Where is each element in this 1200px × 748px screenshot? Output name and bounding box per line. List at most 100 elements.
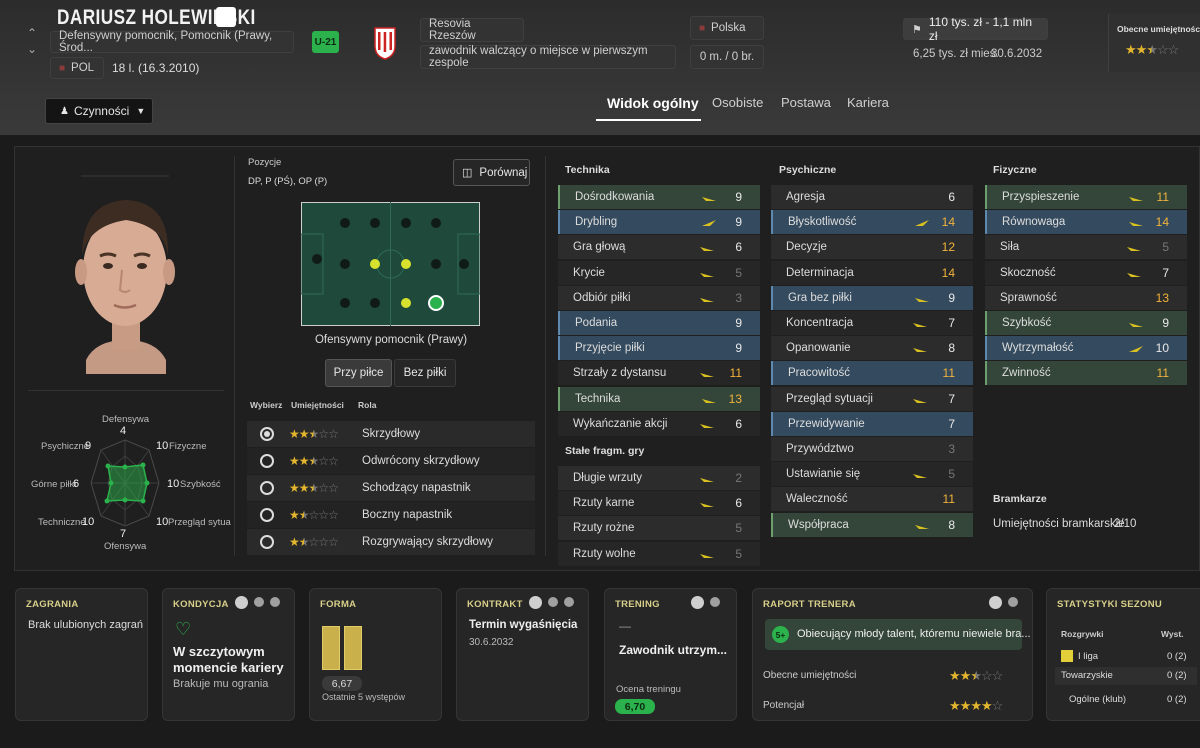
radar-value-attack: 7 (120, 528, 127, 540)
attribute-row[interactable]: Pracowitość 11 (771, 361, 973, 386)
toggle-in-possession[interactable]: Przy piłce (325, 359, 392, 387)
attribute-name: Długie wrzuty (573, 472, 643, 484)
attribute-row[interactable]: Strzały z dystansu 11 (558, 361, 760, 386)
attribute-row[interactable]: Determinacja 14 (771, 260, 973, 285)
toggle-out-possession[interactable]: Bez piłki (394, 359, 456, 387)
chevron-down-icon: ▼ (136, 106, 146, 116)
card-season-stats[interactable]: STATYSTYKI SEZONU Rozgrywki Wyst. I liga… (1046, 588, 1200, 721)
transfer-value[interactable]: ⚑ 110 tys. zł - 1,1 mln zł (903, 15, 1048, 43)
compare-label: Porównaj (479, 166, 528, 179)
attribute-row[interactable]: Opanowanie 8 (771, 336, 973, 361)
attribute-row[interactable]: Rzuty rożne 5 (558, 516, 760, 541)
attribute-row[interactable]: Rzuty wolne 5 (558, 541, 760, 566)
no-moves-text: Brak ulubionych zagrań (28, 619, 143, 631)
attribute-row[interactable]: Dośrodkowania 9 (558, 185, 760, 209)
attribute-row[interactable]: Drybling 9 (558, 210, 760, 235)
contract-label: Termin wygaśnięcia (469, 619, 578, 631)
stats-row-name[interactable]: Towarzyskie (1061, 670, 1113, 681)
attribute-row[interactable]: Odbiór piłki 3 (558, 285, 760, 310)
role-radio[interactable] (260, 427, 274, 441)
attribute-row[interactable]: Gra głową 6 (558, 235, 760, 260)
attribute-value: 14 (941, 265, 955, 280)
attribute-row[interactable]: Gra bez piłki 9 (771, 285, 973, 310)
role-row[interactable]: ★★☆☆☆ Boczny napastnik (247, 502, 535, 528)
role-radio[interactable] (260, 535, 274, 549)
attribute-row[interactable]: Przyspieszenie 11 (985, 185, 1187, 209)
attribute-row[interactable]: Agresja 6 (771, 185, 973, 209)
previous-player-arrow-icon[interactable]: ⌃ (27, 26, 38, 40)
attribute-row[interactable]: Waleczność 11 (771, 487, 973, 512)
club-name-link[interactable]: Resovia Rzeszów (420, 18, 524, 42)
attribute-row[interactable]: Technika 13 (558, 386, 760, 411)
wage: 6,25 tys. zł mies. (913, 48, 999, 60)
attribute-row[interactable]: Podania 9 (558, 311, 760, 335)
attribute-row[interactable]: Równowaga 14 (985, 210, 1187, 235)
shirt-icon: ■ (59, 62, 66, 74)
caps-text: 0 m. / 0 br. (699, 51, 755, 63)
attribute-row[interactable]: Siła 5 (985, 235, 1187, 260)
attribute-row[interactable]: Koncentracja 7 (771, 311, 973, 335)
attribute-value: 11 (729, 366, 742, 381)
pager-dots[interactable] (989, 596, 1018, 609)
attribute-value: 7 (948, 416, 955, 431)
actions-button[interactable]: ♟ Czynności ▼ (45, 98, 153, 124)
attribute-row[interactable]: Sprawność 13 (985, 285, 1187, 310)
attribute-row[interactable]: Zwinność 11 (985, 361, 1187, 386)
card-contract[interactable]: KONTRAKT Termin wygaśnięcia 30.6.2032 (456, 588, 589, 721)
positions-value: DP, P (PŚ), OP (P) (248, 176, 328, 187)
card-preferred-moves[interactable]: ZAGRANIA Brak ulubionych zagrań (15, 588, 148, 721)
tab-attitude[interactable]: Postawa (781, 95, 831, 110)
role-radio[interactable] (260, 508, 274, 522)
attribute-row[interactable]: Wytrzymałość 10 (985, 336, 1187, 361)
nation-box[interactable]: ■ POL (50, 57, 104, 79)
pager-dots[interactable] (691, 596, 720, 609)
next-player-arrow-icon[interactable]: ⌄ (27, 42, 38, 56)
attribute-row[interactable]: Przyjęcie piłki 9 (558, 336, 760, 361)
stats-row-name[interactable]: I liga (1078, 651, 1099, 662)
attribute-row[interactable]: Przewidywanie 7 (771, 411, 973, 436)
attribute-row[interactable]: Rzuty karne 6 (558, 491, 760, 516)
attribute-name: Rzuty rożne (573, 522, 635, 535)
attribute-value: 13 (1155, 290, 1169, 305)
tab-career[interactable]: Kariera (847, 95, 889, 110)
trend-arrow-icon (915, 218, 929, 227)
attribute-row[interactable]: Przywództwo 3 (771, 437, 973, 461)
attribute-row[interactable]: Decyzje 12 (771, 235, 973, 260)
pager-dots[interactable] (235, 596, 280, 609)
card-title: TRENING (615, 599, 660, 610)
compare-button[interactable]: ◫ Porównaj (453, 159, 530, 186)
attribute-row[interactable]: Skoczność 7 (985, 260, 1187, 285)
attribute-name: Gra głową (573, 241, 626, 254)
attribute-row[interactable]: Krycie 5 (558, 260, 760, 285)
attribute-row[interactable]: Współpraca 8 (771, 512, 973, 537)
ability-label: Obecne umiejętności (1117, 24, 1200, 34)
position-pitch[interactable] (300, 202, 481, 326)
form-rating: 6,67 (322, 676, 362, 691)
trend-arrow-icon (702, 319, 716, 325)
training-dash: — (619, 619, 631, 633)
card-form[interactable]: FORMA 6,67 Ostatnie 5 występów (309, 588, 442, 721)
attribute-row[interactable]: Szybkość 9 (985, 311, 1187, 335)
trend-arrow-icon (913, 470, 927, 479)
attribute-row[interactable]: Błyskotliwość 14 (771, 210, 973, 235)
role-row[interactable]: ★★★☆☆ Odwrócony skrzydłowy (247, 448, 535, 474)
role-row[interactable]: ★★★☆☆ Skrzydłowy (247, 421, 535, 447)
card-training[interactable]: TRENING — Zawodnik utrzym... Ocena treni… (604, 588, 737, 721)
country-link[interactable]: ■ Polska (690, 16, 764, 40)
attribute-row[interactable]: Ustawianie się 5 (771, 462, 973, 487)
attribute-row[interactable]: Długie wrzuty 2 (558, 466, 760, 490)
role-row[interactable]: ★★☆☆☆ Rozgrywający skrzydłowy (247, 529, 535, 555)
card-condition[interactable]: KONDYCJA ♡ W szczytowym momencie kariery… (162, 588, 295, 721)
pager-dots[interactable] (529, 596, 574, 609)
tab-personal[interactable]: Osobiste (712, 95, 764, 110)
attribute-name: Wytrzymałość (1002, 342, 1074, 355)
attribute-row[interactable]: Wykańczanie akcji 6 (558, 411, 760, 436)
role-radio[interactable] (260, 481, 274, 495)
attribute-row[interactable]: Przegląd sytuacji 7 (771, 386, 973, 411)
role-row[interactable]: ★★★☆☆ Schodzący napastnik (247, 475, 535, 501)
radar-label-speed: Szybkość (180, 479, 221, 490)
card-coach-report[interactable]: RAPORT TRENERA 5+ Obiecujący młody talen… (752, 588, 1033, 721)
card-title: STATYSTYKI SEZONU (1057, 599, 1163, 610)
role-radio[interactable] (260, 454, 274, 468)
tab-overview[interactable]: Widok ogólny (607, 95, 699, 111)
